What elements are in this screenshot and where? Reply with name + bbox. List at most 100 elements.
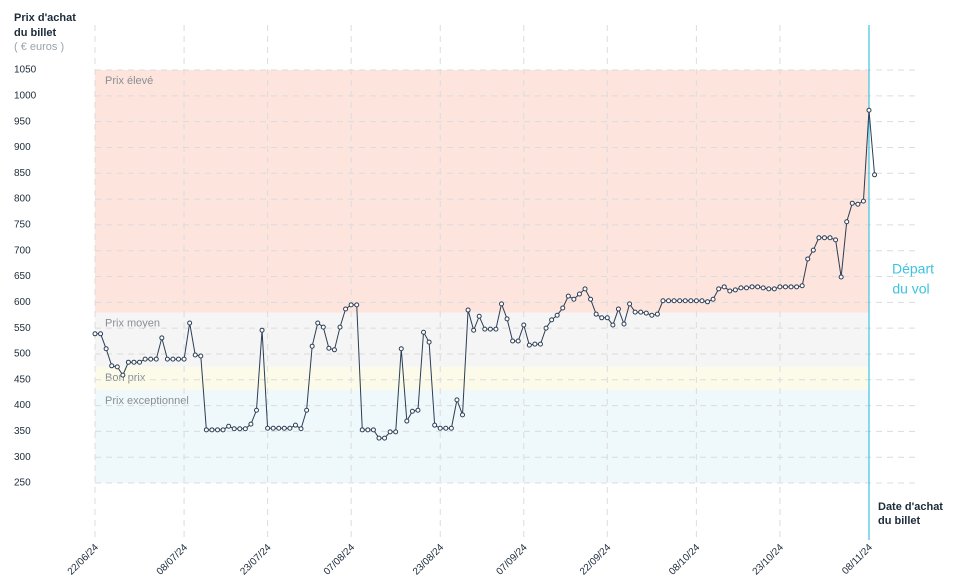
x-tick-label: 07/08/24: [322, 542, 358, 578]
y-tick-label: 600: [14, 297, 31, 308]
x-tick-label: 23/07/24: [238, 542, 274, 578]
price-point: [220, 427, 226, 433]
x-axis-title: Date d'achat: [878, 501, 943, 513]
price-point: [760, 285, 766, 291]
price-point: [415, 407, 421, 413]
price-point: [565, 293, 571, 299]
price-point: [164, 356, 170, 362]
price-point: [387, 429, 393, 435]
price-point: [682, 298, 688, 304]
price-point: [92, 331, 98, 337]
price-point: [398, 346, 404, 352]
price-point: [782, 284, 788, 290]
band-label: Bon prix: [105, 372, 146, 384]
price-point: [231, 426, 237, 432]
price-point: [259, 327, 265, 333]
y-axis-title: du billet: [14, 27, 57, 39]
price-point: [532, 341, 538, 347]
price-point: [192, 352, 198, 358]
x-tick-label: 23/10/24: [751, 542, 787, 578]
price-point: [370, 427, 376, 433]
price-point: [504, 316, 510, 322]
x-tick-label: 08/07/24: [155, 542, 191, 578]
price-point: [610, 322, 616, 328]
price-point: [487, 326, 493, 332]
price-point: [242, 426, 248, 432]
price-point: [348, 302, 354, 308]
price-point: [872, 172, 878, 178]
price-point: [721, 284, 727, 290]
price-point: [838, 274, 844, 280]
price-band: [95, 70, 869, 313]
price-point: [777, 284, 783, 290]
y-tick-label: 250: [14, 478, 31, 489]
x-tick-label: 08/11/24: [840, 542, 875, 577]
price-point: [343, 306, 349, 312]
price-point: [588, 296, 594, 302]
band-label: Prix exceptionnel: [105, 395, 189, 407]
price-point: [805, 256, 811, 262]
price-point: [755, 284, 761, 290]
price-point: [821, 235, 827, 241]
price-point: [248, 421, 254, 427]
price-point: [627, 301, 633, 307]
y-tick-label: 750: [14, 220, 31, 231]
y-tick-label: 1000: [14, 90, 37, 101]
price-point: [710, 296, 716, 302]
price-point: [604, 315, 610, 321]
price-point: [376, 435, 382, 441]
price-point: [354, 302, 360, 308]
price-point: [331, 347, 337, 353]
price-band: [95, 312, 869, 367]
price-point: [794, 284, 800, 290]
price-point: [298, 426, 304, 432]
price-point: [482, 326, 488, 332]
price-point: [409, 408, 415, 414]
price-point: [142, 356, 148, 362]
price-point: [153, 356, 159, 362]
price-point: [688, 298, 694, 304]
price-point: [643, 310, 649, 316]
price-point: [599, 315, 605, 321]
price-point: [554, 312, 560, 318]
price-point: [309, 343, 315, 349]
y-tick-label: 500: [14, 349, 31, 360]
price-point: [421, 329, 427, 335]
price-point: [515, 338, 521, 344]
price-point: [621, 321, 627, 327]
price-point: [404, 418, 410, 424]
marks: [92, 107, 878, 441]
y-axis-title: Prix d'achat: [14, 12, 76, 24]
departure-label: du vol: [892, 281, 929, 297]
price-point: [671, 298, 677, 304]
price-point: [454, 397, 460, 403]
price-point: [170, 356, 176, 362]
price-point: [677, 298, 683, 304]
price-point: [320, 324, 326, 330]
price-point: [766, 286, 772, 292]
price-point: [359, 427, 365, 433]
price-point: [382, 435, 388, 441]
price-point: [576, 291, 582, 297]
band-label: Prix moyen: [105, 318, 160, 330]
x-tick-label: 22/06/24: [66, 542, 102, 578]
price-point: [788, 284, 794, 290]
price-point: [593, 311, 599, 317]
price-point: [176, 356, 182, 362]
x-tick-label: 22/09/24: [578, 542, 614, 578]
price-band: [95, 366, 869, 391]
band-label: Prix élevé: [105, 75, 153, 87]
price-point: [543, 325, 549, 331]
price-point: [209, 427, 215, 433]
price-point: [771, 286, 777, 292]
y-tick-label: 850: [14, 168, 31, 179]
price-point: [560, 305, 566, 311]
price-point: [705, 299, 711, 305]
price-band: [95, 390, 869, 483]
y-tick-label: 650: [14, 271, 31, 282]
departure-label: Départ: [892, 261, 934, 277]
price-point: [181, 356, 187, 362]
y-tick-label: 450: [14, 374, 31, 385]
x-tick-label: 23/08/24: [411, 542, 447, 578]
